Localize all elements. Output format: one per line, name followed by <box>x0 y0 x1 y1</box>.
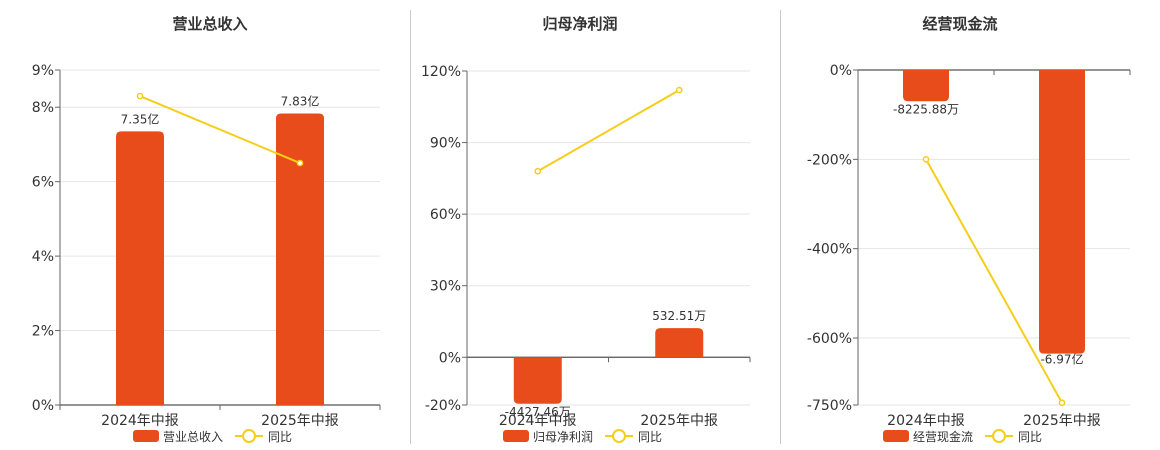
series-point <box>922 155 930 163</box>
data-label: -6.97亿 <box>1040 352 1083 367</box>
chart-title: 经营现金流 <box>922 15 997 33</box>
bar <box>903 70 949 102</box>
bar <box>116 131 164 405</box>
chart-canvas: 经营现金流 -750% -600% -400% -200% 0% 2024年中报 2025年中… <box>807 15 1131 444</box>
y-tick-label: 0% <box>32 398 54 414</box>
legend-label: 同比 <box>1018 430 1042 444</box>
data-label: -8225.88万 <box>893 102 959 116</box>
data-label: 7.35亿 <box>121 111 160 126</box>
chart-panel-revenue: 营业总收入 0% 2% 4% 6% 8% 9% 2024年中报 2025年中报 7.35亿 7.83… <box>0 0 400 450</box>
panel-divider <box>780 10 781 444</box>
y-tick-label: 9% <box>32 63 54 79</box>
bar <box>513 357 562 404</box>
y-tick-label: 4% <box>32 249 54 265</box>
legend-label: 同比 <box>268 430 292 444</box>
y-tick-label: 6% <box>32 175 54 191</box>
y-tick-label: 120% <box>421 64 461 80</box>
series-line <box>537 89 680 173</box>
x-tick-label: 2025年中报 <box>640 413 718 429</box>
legend-swatch-bar <box>133 430 159 442</box>
bar <box>276 113 324 406</box>
y-tick-label: -600% <box>807 331 852 347</box>
x-tick-label: 2024年中报 <box>101 413 179 429</box>
x-tick-label: 2024年中报 <box>499 413 577 429</box>
series-line <box>139 95 301 164</box>
y-tick-label: -400% <box>807 242 852 258</box>
y-tick-label: -750% <box>807 398 852 414</box>
series-point <box>534 167 542 175</box>
legend-label: 归母净利润 <box>533 430 593 444</box>
series-point <box>1058 399 1066 407</box>
y-tick-label: -20% <box>425 398 461 414</box>
y-tick-label: -200% <box>807 152 852 168</box>
series-point <box>136 92 144 100</box>
x-tick-label: 2024年中报 <box>887 413 965 429</box>
legend-swatch-bar <box>883 430 909 442</box>
x-tick-label: 2025年中报 <box>261 413 339 429</box>
y-tick-label: 8% <box>32 100 54 116</box>
y-tick-label: 30% <box>430 279 461 295</box>
data-label: -4427.46万 <box>505 405 571 419</box>
chart-panel-cash-flow: 经营现金流 -750% -600% -400% -200% 0% 2024年中报 2025年中… <box>790 0 1160 450</box>
series-point <box>296 159 304 167</box>
bar <box>1039 70 1085 354</box>
legend-swatch-marker <box>242 429 256 443</box>
legend-label: 经营现金流 <box>913 429 973 444</box>
series-line <box>925 158 1063 404</box>
legend-label: 营业总收入 <box>163 430 223 444</box>
legend-swatch-marker <box>612 429 626 443</box>
y-tick-label: 2% <box>32 324 54 340</box>
y-tick-label: 90% <box>430 136 461 152</box>
y-tick-label: 60% <box>430 207 461 223</box>
series-point <box>675 86 683 94</box>
data-label: 7.83亿 <box>281 94 320 109</box>
bar <box>655 328 704 358</box>
y-tick-label: 0% <box>830 63 852 79</box>
legend-label: 同比 <box>638 430 662 444</box>
x-tick-label: 2025年中报 <box>1023 413 1101 429</box>
legend-swatch-marker <box>992 429 1006 443</box>
chart-panel-net-profit: 归母净利润 -20% 0% 30% 60% 90% 120% 2024年中报 2025年中报 -4… <box>420 0 770 450</box>
legend-swatch-bar <box>503 430 529 442</box>
chart-canvas: 营业总收入 0% 2% 4% 6% 8% 9% 2024年中报 2025年中报 7.35亿 7.83… <box>32 15 381 444</box>
panel-divider <box>410 10 411 444</box>
chart-title: 归母净利润 <box>542 15 617 33</box>
chart-canvas: 归母净利润 -20% 0% 30% 60% 90% 120% 2024年中报 2025年中报 -4… <box>421 15 751 444</box>
data-label: 532.51万 <box>652 309 706 323</box>
y-tick-label: 0% <box>439 350 461 366</box>
chart-title: 营业总收入 <box>172 15 247 33</box>
